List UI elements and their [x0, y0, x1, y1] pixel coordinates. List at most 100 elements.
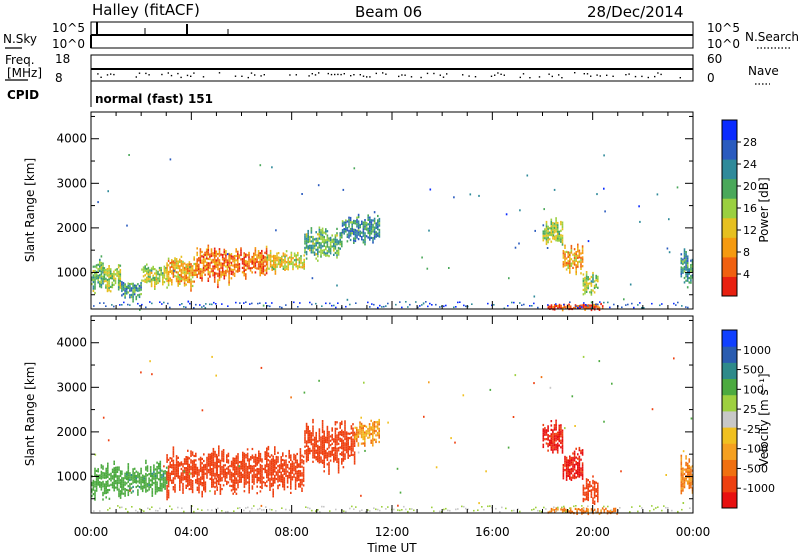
range-cell	[544, 427, 546, 430]
range-cell	[309, 244, 311, 247]
range-cell	[276, 263, 278, 266]
range-cell	[325, 228, 327, 231]
range-cell	[108, 287, 110, 290]
range-cell	[137, 480, 139, 483]
range-cell	[172, 262, 175, 265]
range-cell	[237, 483, 239, 487]
range-cell	[166, 487, 168, 490]
range-cell	[301, 454, 303, 457]
range-cell	[305, 244, 308, 247]
range-cell	[201, 270, 203, 273]
range-cell	[211, 485, 213, 488]
range-cell	[130, 482, 133, 485]
range-cell	[183, 271, 186, 274]
sparse-cell	[673, 357, 675, 360]
range-cell	[169, 279, 171, 282]
range-cell	[157, 489, 160, 492]
sparse-cell	[571, 395, 574, 398]
range-cell	[124, 477, 126, 480]
range-cell	[548, 227, 551, 230]
range-cell	[165, 271, 167, 274]
range-cell	[214, 481, 216, 484]
ground-scatter-cell	[329, 302, 331, 305]
ground-scatter-cell	[461, 505, 463, 508]
sparse-cell	[353, 167, 356, 170]
nave-dot	[106, 74, 109, 76]
range-cell	[217, 281, 219, 284]
range-cell	[592, 488, 594, 491]
range-cell	[115, 468, 117, 472]
range-cell	[312, 432, 314, 435]
range-cell	[370, 221, 373, 224]
range-cell	[204, 258, 206, 261]
range-cell	[185, 268, 187, 271]
range-cell	[290, 469, 292, 472]
range-cell	[216, 466, 218, 469]
range-cell	[154, 268, 156, 271]
ground-scatter-cell	[385, 305, 387, 307]
range-cell	[124, 494, 126, 497]
range-cell	[119, 273, 122, 276]
range-cell	[290, 465, 292, 468]
range-cell	[228, 281, 230, 284]
range-cell	[291, 469, 294, 472]
sparse-cell	[429, 188, 432, 191]
ground-scatter-cell	[587, 505, 589, 507]
range-cell	[238, 269, 241, 272]
range-cell	[576, 512, 578, 515]
range-cell	[115, 482, 117, 485]
range-cell	[188, 483, 191, 486]
range-cell	[229, 473, 231, 476]
range-cell	[212, 474, 215, 477]
range-cell	[172, 466, 175, 469]
range-cell	[140, 485, 142, 488]
range-cell	[216, 458, 218, 461]
range-cell	[94, 483, 96, 486]
range-cell	[222, 464, 225, 467]
range-cell	[166, 458, 168, 461]
range-cell	[570, 472, 573, 475]
range-cell	[282, 478, 284, 481]
range-cell	[274, 452, 276, 455]
ground-scatter-cell	[611, 509, 613, 511]
ground-scatter-cell	[499, 511, 501, 513]
ground-scatter-cell	[387, 506, 389, 508]
range-cell	[597, 510, 599, 513]
range-cell	[587, 483, 589, 486]
range-cell	[688, 281, 691, 284]
range-cell	[350, 438, 353, 441]
range-cell	[544, 429, 546, 432]
ground-scatter-cell	[641, 507, 643, 509]
range-cell	[109, 277, 112, 280]
range-cell	[267, 474, 270, 477]
range-cell	[209, 453, 211, 456]
ground-scatter-cell	[591, 511, 593, 513]
range-cell	[577, 263, 579, 266]
cpid-label: CPID	[7, 88, 39, 102]
ground-scatter-cell	[489, 505, 491, 507]
range-cell	[199, 476, 202, 479]
range-cell	[364, 238, 366, 241]
range-cell	[573, 472, 576, 475]
range-cell	[264, 464, 266, 467]
range-cell	[688, 473, 691, 476]
range-cell	[105, 496, 107, 499]
range-cell	[273, 259, 275, 262]
range-cell	[326, 439, 329, 442]
range-cell	[565, 474, 568, 477]
range-cell	[572, 474, 574, 477]
range-cell	[686, 482, 689, 485]
range-cell	[198, 482, 200, 485]
nave-dot	[660, 73, 662, 76]
range-cell	[293, 462, 295, 465]
range-cell	[353, 462, 356, 465]
range-cell	[246, 457, 249, 460]
range-cell	[590, 282, 593, 285]
range-cell	[191, 267, 194, 270]
range-cell	[257, 256, 260, 259]
range-cell	[560, 439, 562, 442]
range-cell	[294, 454, 297, 457]
range-cell	[548, 443, 551, 447]
range-cell	[268, 254, 270, 257]
range-cell	[290, 260, 293, 263]
